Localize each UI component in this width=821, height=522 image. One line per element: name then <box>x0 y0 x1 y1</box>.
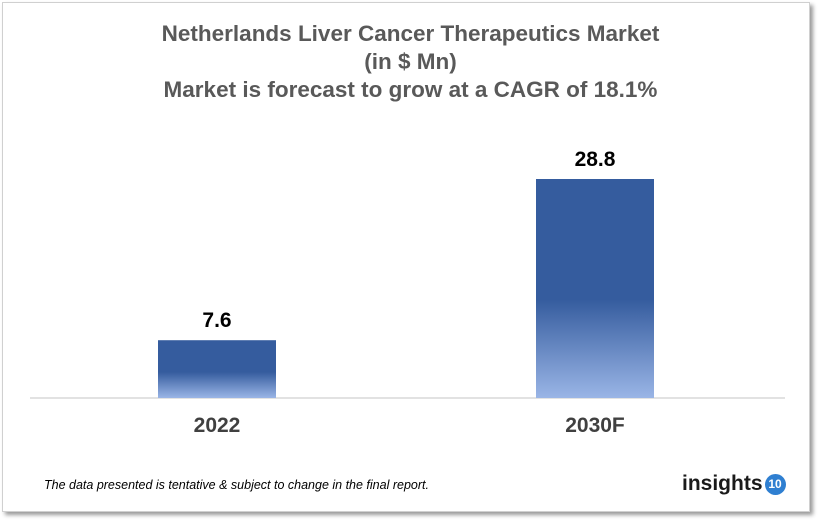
x-tick-label: 2022 <box>194 414 241 437</box>
chart-title: Netherlands Liver Cancer Therapeutics Ma… <box>0 20 821 104</box>
logo-number: 10 <box>764 473 786 495</box>
cagr-line: Market is forecast to grow at a CAGR of … <box>163 77 658 102</box>
data-label: 7.6 <box>202 309 231 332</box>
bar-2022 <box>158 340 276 398</box>
logo-text: insights <box>682 472 763 495</box>
insights10-logo: insights 10 <box>682 472 786 496</box>
subtitle-line: (in $ Mn) <box>364 49 457 74</box>
x-tick-label: 2030F <box>565 414 625 437</box>
chart-panel <box>2 2 810 512</box>
bar-2030F <box>536 179 654 398</box>
title-line: Netherlands Liver Cancer Therapeutics Ma… <box>161 21 660 46</box>
disclaimer-note: The data presented is tentative & subjec… <box>44 478 429 492</box>
data-label: 28.8 <box>575 148 616 171</box>
